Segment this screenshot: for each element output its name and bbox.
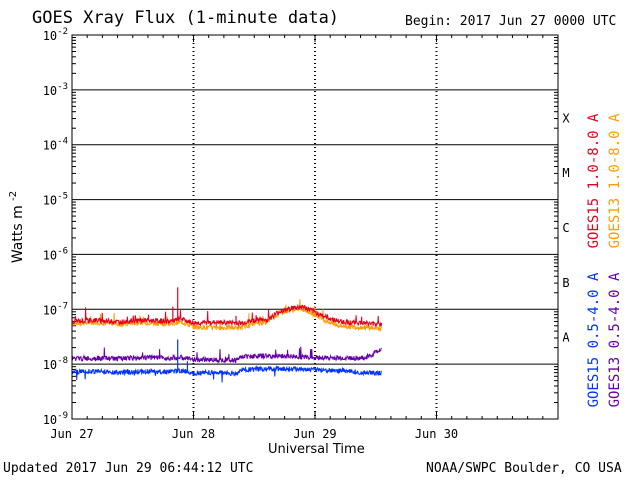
y-tick-label: 10-2 bbox=[43, 27, 68, 43]
series-line bbox=[71, 346, 382, 364]
x-tick-label: Jun 30 bbox=[415, 427, 458, 441]
y-axis-label-text: Watts m -2 bbox=[8, 191, 26, 263]
decade-gridlines bbox=[72, 37, 558, 403]
y-tick-label: 10-4 bbox=[43, 137, 68, 153]
legend-entry: GOES15 1.0-8.0 A bbox=[586, 113, 602, 248]
x-tick-label: Jun 29 bbox=[293, 427, 336, 441]
y-tick-label: 10-9 bbox=[43, 411, 68, 427]
legend-entry: GOES15 0.5-4.0 A bbox=[586, 272, 602, 407]
y-tick-label: 10-5 bbox=[43, 192, 68, 208]
begin-time: Begin: 2017 Jun 27 0000 UTC bbox=[405, 14, 617, 29]
series-line bbox=[71, 299, 383, 333]
y-tick-label: 10-3 bbox=[43, 82, 68, 98]
y-tick-label: 10-6 bbox=[43, 246, 68, 262]
series-layer bbox=[71, 287, 383, 383]
x-tick-label: Jun 27 bbox=[50, 427, 93, 441]
y-tick-label: 10-8 bbox=[43, 356, 68, 372]
chart-title: GOES Xray Flux (1-minute data) bbox=[32, 8, 340, 28]
day-gridlines bbox=[71, 35, 559, 419]
flare-class-labels: A B C M X bbox=[562, 111, 570, 344]
flare-class-label: C bbox=[562, 221, 569, 235]
plot-frame bbox=[71, 34, 559, 420]
series-line bbox=[71, 303, 383, 328]
legend: GOES15 1.0-8.0 A GOES13 1.0-8.0 A GOES15 0… bbox=[586, 113, 623, 407]
series-line bbox=[71, 364, 382, 383]
x-tick-label: Jun 28 bbox=[172, 427, 215, 441]
legend-entry: GOES13 0.5-4.0 A bbox=[607, 272, 623, 407]
y-tick-labels: 10-9 10-8 10-7 10-6 10-5 10-4 10-3 10-2 bbox=[43, 27, 68, 427]
x-tick-labels: Jun 27 Jun 28 Jun 29 Jun 30 bbox=[50, 427, 458, 441]
credit-text: NOAA/SWPC Boulder, CO USA bbox=[426, 461, 622, 476]
y-tick-label: 10-7 bbox=[43, 301, 68, 317]
x-axis-label: Universal Time bbox=[268, 442, 365, 457]
legend-entry: GOES13 1.0-8.0 A bbox=[607, 113, 623, 248]
flare-class-label: B bbox=[562, 276, 569, 290]
flare-class-label: X bbox=[562, 111, 570, 125]
updated-timestamp: Updated 2017 Jun 29 06:44:12 UTC bbox=[3, 461, 254, 476]
flare-class-label: A bbox=[562, 331, 570, 345]
flare-class-label: M bbox=[562, 166, 569, 180]
y-axis-label: Watts m -2 bbox=[8, 191, 26, 263]
